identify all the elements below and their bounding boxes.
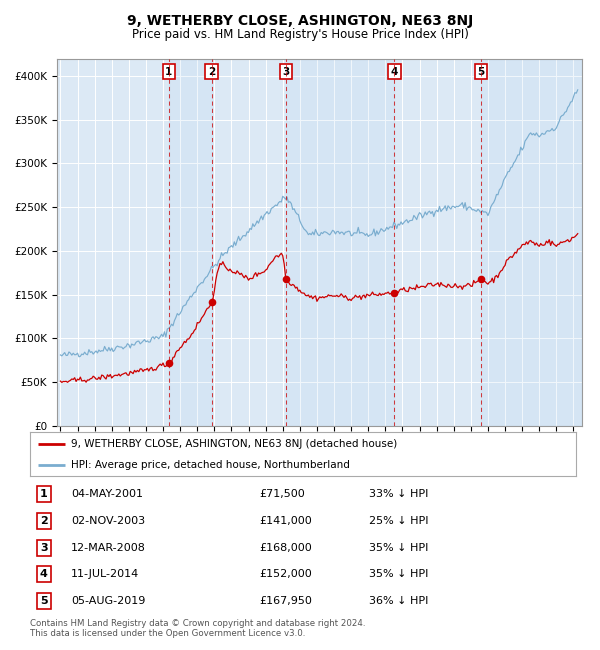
Text: 11-JUL-2014: 11-JUL-2014 — [71, 569, 139, 579]
Text: 12-MAR-2008: 12-MAR-2008 — [71, 543, 146, 552]
Text: 05-AUG-2019: 05-AUG-2019 — [71, 596, 145, 606]
Text: 35% ↓ HPI: 35% ↓ HPI — [368, 569, 428, 579]
Text: 02-NOV-2003: 02-NOV-2003 — [71, 516, 145, 526]
Text: 3: 3 — [40, 543, 47, 552]
Text: 5: 5 — [478, 66, 485, 77]
Text: 2: 2 — [40, 516, 47, 526]
Bar — [169, 58, 212, 426]
Text: 1: 1 — [40, 489, 47, 499]
Text: £152,000: £152,000 — [259, 569, 312, 579]
Text: £168,000: £168,000 — [259, 543, 312, 552]
Text: 9, WETHERBY CLOSE, ASHINGTON, NE63 8NJ: 9, WETHERBY CLOSE, ASHINGTON, NE63 8NJ — [127, 14, 473, 29]
Text: 04-MAY-2001: 04-MAY-2001 — [71, 489, 143, 499]
Text: £71,500: £71,500 — [259, 489, 305, 499]
Text: 5: 5 — [40, 596, 47, 606]
Text: 3: 3 — [283, 66, 290, 77]
Text: £167,950: £167,950 — [259, 596, 312, 606]
Text: 36% ↓ HPI: 36% ↓ HPI — [368, 596, 428, 606]
Text: 1: 1 — [165, 66, 172, 77]
Text: 9, WETHERBY CLOSE, ASHINGTON, NE63 8NJ (detached house): 9, WETHERBY CLOSE, ASHINGTON, NE63 8NJ (… — [71, 439, 397, 449]
Bar — [286, 58, 394, 426]
Text: 2: 2 — [208, 66, 215, 77]
Text: HPI: Average price, detached house, Northumberland: HPI: Average price, detached house, Nort… — [71, 460, 350, 470]
Text: Price paid vs. HM Land Registry's House Price Index (HPI): Price paid vs. HM Land Registry's House … — [131, 28, 469, 41]
Text: 25% ↓ HPI: 25% ↓ HPI — [368, 516, 428, 526]
Text: 33% ↓ HPI: 33% ↓ HPI — [368, 489, 428, 499]
Text: 4: 4 — [391, 66, 398, 77]
Text: £141,000: £141,000 — [259, 516, 312, 526]
Text: 4: 4 — [40, 569, 47, 579]
Text: Contains HM Land Registry data © Crown copyright and database right 2024.
This d: Contains HM Land Registry data © Crown c… — [30, 619, 365, 638]
Bar — [481, 58, 582, 426]
Text: 35% ↓ HPI: 35% ↓ HPI — [368, 543, 428, 552]
